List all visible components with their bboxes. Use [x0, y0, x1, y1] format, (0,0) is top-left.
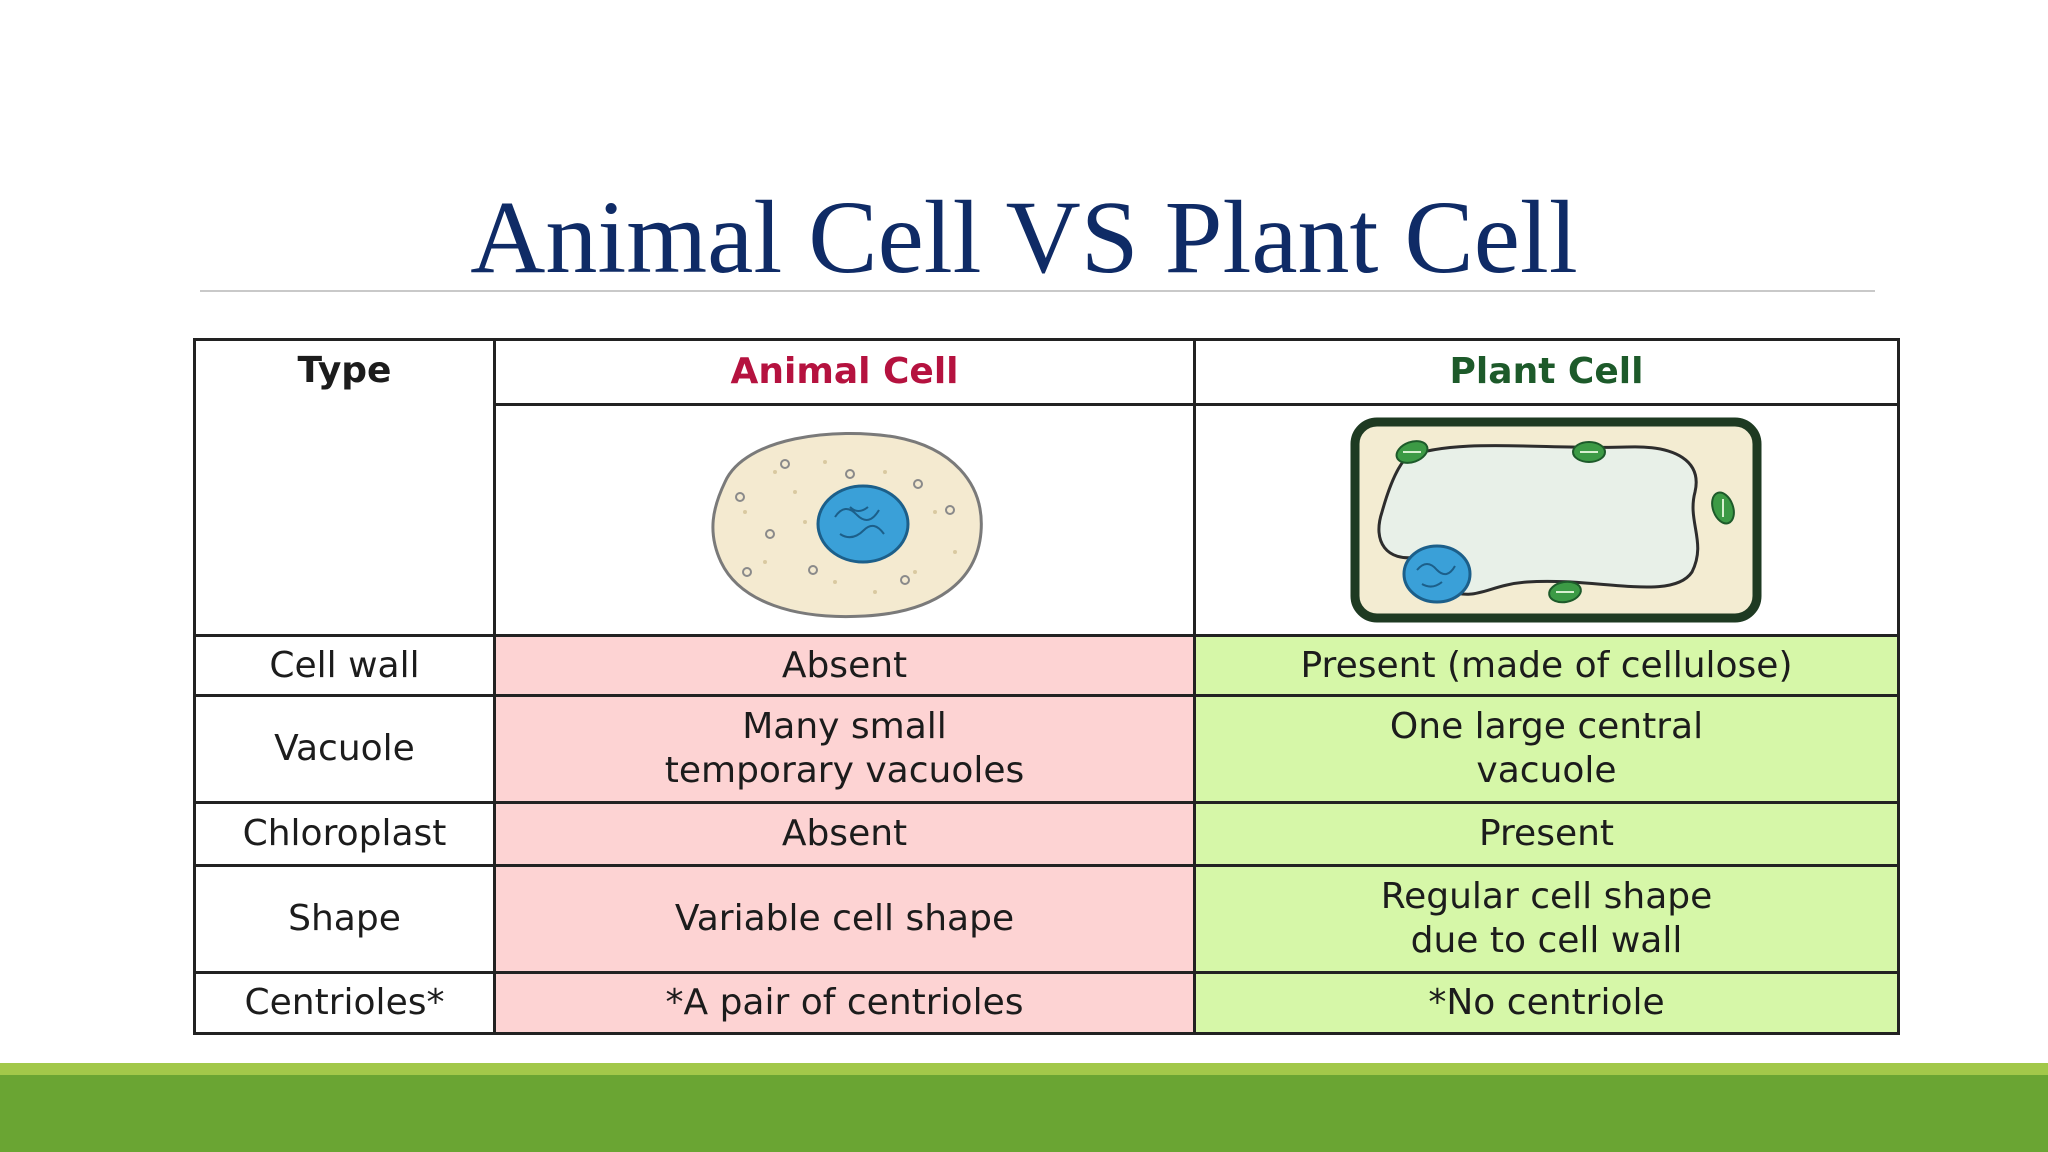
animal-cell-icon: [710, 432, 983, 619]
illustration-row: [195, 403, 1900, 637]
animal-value: *A pair of centrioles: [493, 971, 1196, 1035]
header-animal-cell: Animal Cell: [493, 338, 1196, 406]
comparison-table-wrapper: Type Animal Cell Plant Cell: [193, 338, 1900, 1035]
table-row: Centrioles* *A pair of centrioles *No ce…: [193, 971, 1900, 1035]
plant-value: Regular cell shape due to cell wall: [1193, 864, 1900, 974]
row-label: Vacuole: [193, 694, 496, 804]
header-plant-cell: Plant Cell: [1193, 338, 1900, 406]
plant-cell-icon: [1350, 417, 1761, 623]
animal-value: Absent: [493, 634, 1196, 697]
plant-value: Present (made of cellulose): [1193, 634, 1900, 697]
row-label: Centrioles*: [193, 971, 496, 1035]
plant-value: Present: [1193, 801, 1900, 867]
plant-cell-image-cell: [1193, 403, 1900, 637]
plant-value: *No centriole: [1193, 971, 1900, 1035]
footer-accent-bar: [0, 1063, 2048, 1075]
title-divider: [200, 290, 1875, 292]
table-row: Cell wall Absent Present (made of cellul…: [193, 634, 1900, 697]
row-label: Chloroplast: [193, 801, 496, 867]
animal-value: Absent: [493, 801, 1196, 867]
row-label: Cell wall: [193, 634, 496, 697]
comparison-table: Type Animal Cell Plant Cell: [193, 338, 1900, 1035]
animal-value: Many small temporary vacuoles: [493, 694, 1196, 804]
table-row: Vacuole Many small temporary vacuoles On…: [193, 694, 1900, 804]
animal-value: Variable cell shape: [493, 864, 1196, 974]
table-header-row: Type Animal Cell Plant Cell: [193, 338, 1900, 637]
header-type: Type: [193, 338, 496, 637]
row-label: Shape: [193, 864, 496, 974]
plant-value: One large central vacuole: [1193, 694, 1900, 804]
footer-bar: [0, 1075, 2048, 1152]
table-row: Chloroplast Absent Present: [193, 801, 1900, 867]
slide-title: Animal Cell VS Plant Cell: [470, 180, 1578, 295]
animal-cell-image-cell: [493, 403, 1196, 637]
table-row: Shape Variable cell shape Regular cell s…: [193, 864, 1900, 974]
